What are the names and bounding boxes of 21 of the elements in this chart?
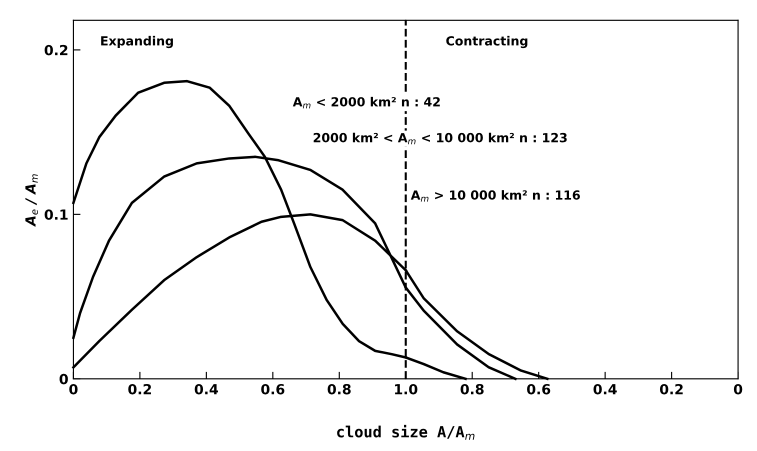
x-tick-label: 0.8 [460, 384, 484, 394]
y-tick-label: 0.1 [44, 209, 68, 220]
annotation: 2000 km² < A$_{m}$ < 10 000 km² n : 123 [314, 132, 567, 144]
annotation: A$_{m}$ < 2000 km² n : 42 [292, 96, 440, 108]
x-tick-label: 0.6 [527, 384, 550, 394]
x-tick-label: 0 [734, 384, 742, 394]
x-tick-label: 0.2 [660, 384, 683, 394]
x-tick-label: 0 [69, 384, 78, 394]
annotation: A$_{m}$ > 10 000 km² n : 116 [410, 190, 580, 202]
x-tick-label: 0.4 [194, 384, 218, 394]
x-tick-label: 0.8 [328, 384, 351, 394]
x-axis-title: cloud size A/A$_{m}$ [337, 424, 474, 440]
annotation: Contracting [446, 36, 528, 48]
y-axis-title: A$_{e}$ / A$_{m}$ [25, 174, 38, 227]
y-tick-label: 0 [60, 374, 68, 384]
x-tick-label: 0.6 [261, 384, 284, 394]
x-tick-label: 0.2 [128, 384, 151, 394]
y-tick-label: 0.2 [44, 44, 68, 56]
x-tick-label: 0.4 [594, 384, 617, 394]
annotation: Expanding [101, 36, 173, 48]
x-tick-label: 1.0 [395, 384, 418, 394]
